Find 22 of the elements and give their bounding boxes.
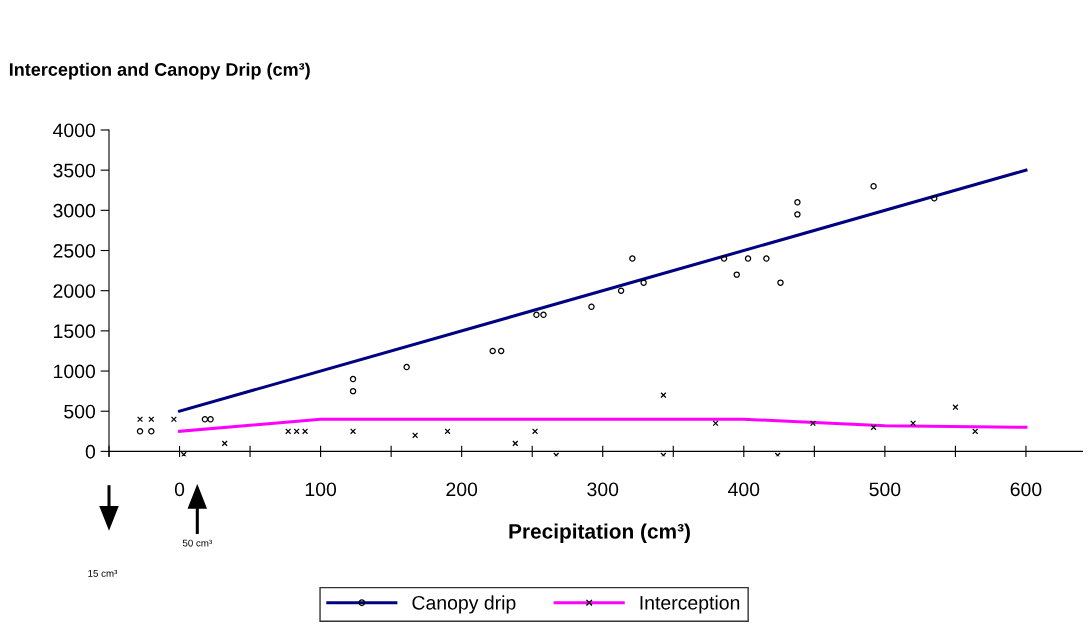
- x-axis-title: Precipitation (cm³): [509, 523, 690, 543]
- text: 15 cm³: [88, 569, 118, 577]
- x-tick-label: 300: [587, 482, 619, 497]
- legend-label: Canopy drip: [412, 595, 516, 614]
- x-tick-label: 600: [1010, 482, 1042, 497]
- x-tick-label: 400: [728, 482, 760, 497]
- y-tick-label: 1500: [54, 324, 96, 339]
- y-tick-label: 3000: [53, 203, 96, 218]
- x-tick-label: 500: [869, 482, 901, 497]
- y-tick-label: 2500: [53, 243, 96, 258]
- y-tick-label: 500: [64, 404, 96, 419]
- x-tick-label: 200: [446, 482, 478, 497]
- y-tick-label: 2000: [53, 284, 96, 298]
- y-tick-label: 1000: [54, 364, 96, 379]
- x-tick-label: 0: [174, 482, 185, 497]
- text: 50 cm³: [182, 539, 212, 547]
- y-tick-label: 3500: [53, 163, 96, 178]
- legend-label: Interception: [640, 595, 740, 614]
- y-tick-label: 0: [85, 444, 96, 459]
- y-tick-label: 4000: [53, 123, 96, 138]
- chart-title: Interception and Canopy Drip (cm³): [9, 62, 310, 80]
- x-tick-label: 100: [305, 482, 337, 497]
